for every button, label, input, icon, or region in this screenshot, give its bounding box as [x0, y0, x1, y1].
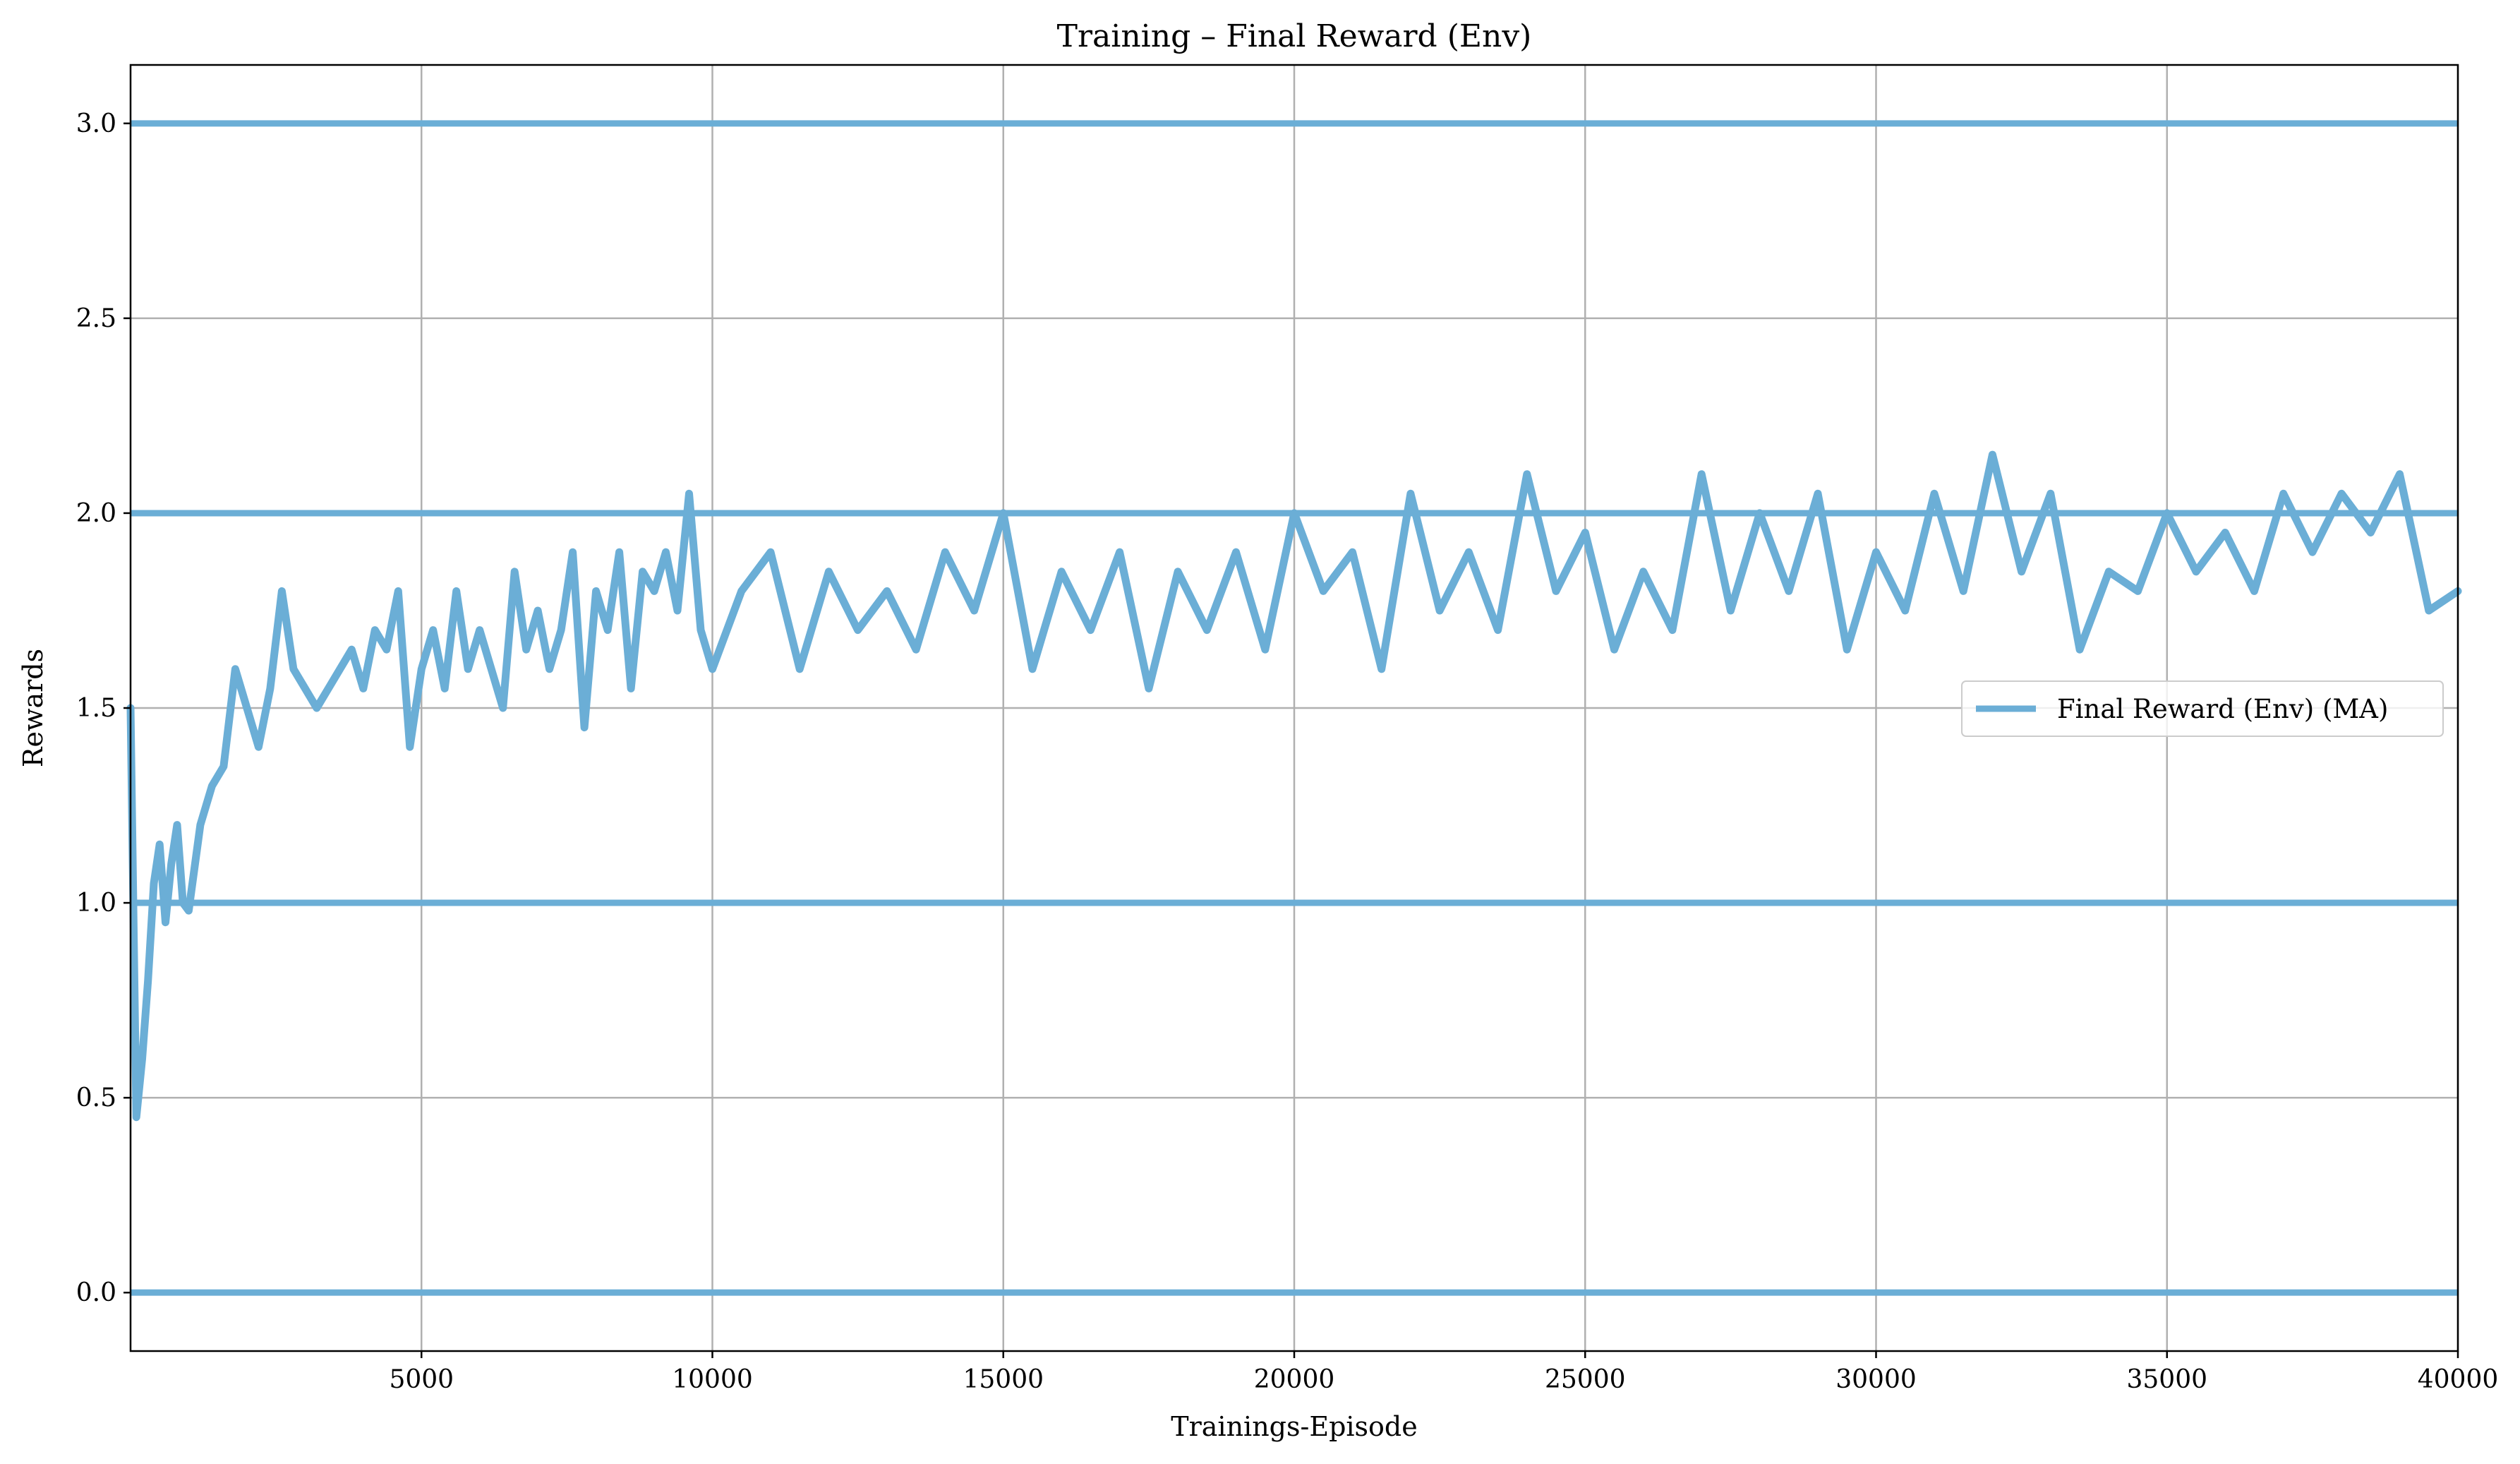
x-tick-label: 30000 [1835, 1365, 1917, 1394]
x-tick-label: 5000 [389, 1365, 454, 1394]
y-axis-label: Rewards [18, 649, 49, 767]
x-tick-label: 10000 [672, 1365, 753, 1394]
y-tick-label: 1.5 [76, 694, 116, 723]
series-line [126, 450, 2462, 1122]
y-tick-label: 0.0 [76, 1278, 116, 1307]
legend-label: Final Reward (Env) (MA) [2057, 694, 2388, 724]
y-tick-label: 1.0 [76, 889, 116, 918]
y-tick-label: 0.5 [76, 1084, 116, 1112]
x-tick-label: 20000 [1254, 1365, 1335, 1394]
x-tick-label: 35000 [2126, 1365, 2207, 1394]
y-tick-label: 2.5 [76, 304, 116, 333]
y-tick-label: 2.0 [76, 499, 116, 528]
series-layer [126, 450, 2462, 1122]
x-axis-ticks: 5000 10000 15000 20000 25000 30000 35000 40000 [389, 1351, 2498, 1394]
y-tick-label: 3.0 [76, 109, 116, 138]
y-axis-ticks: 0.0 0.5 1.0 1.5 2.0 2.5 3.0 [76, 109, 131, 1307]
legend-box [1961, 680, 2444, 737]
x-axis-label: Trainings-Episode [1171, 1411, 1418, 1442]
chart-title: Training – Final Reward (Env) [1057, 18, 1532, 54]
x-tick-label: 25000 [1545, 1365, 1626, 1394]
x-tick-label: 15000 [963, 1365, 1044, 1394]
x-tick-label: 40000 [2418, 1365, 2499, 1394]
legend: Final Reward (Env) (MA) [1961, 680, 2444, 737]
